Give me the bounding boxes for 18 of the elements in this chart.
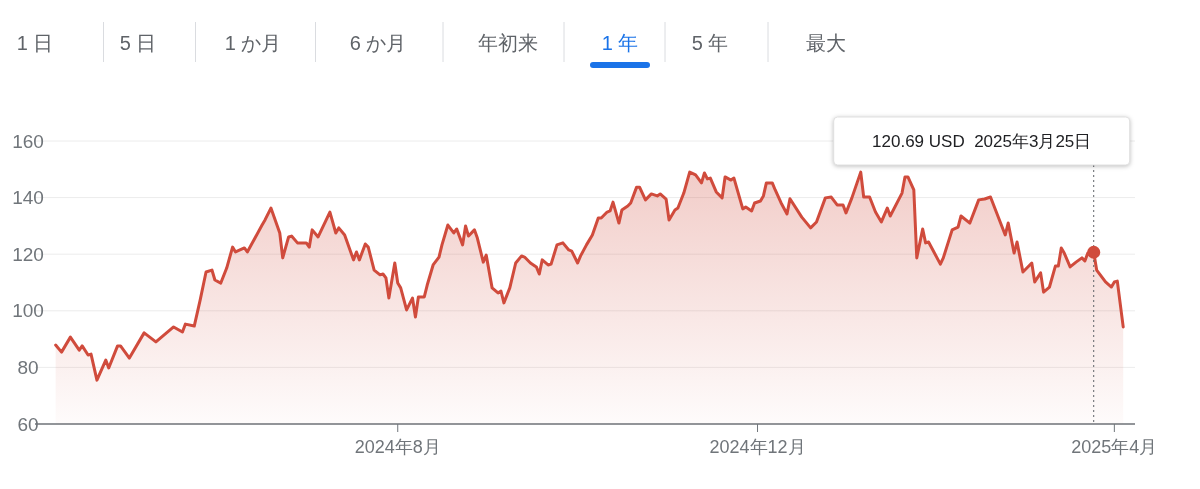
y-tick-label: 100	[12, 300, 44, 322]
x-tick-label: 2024年12月	[709, 437, 806, 457]
text: 5 日	[119, 32, 157, 54]
x-tick-label: 2024年8月	[354, 437, 441, 457]
y-tick-label: 60	[17, 413, 39, 435]
y-tick-label: 160	[12, 130, 44, 152]
y-tick-label: 80	[17, 357, 39, 379]
text: 6 か月	[349, 32, 407, 54]
y-tick-label: 120	[12, 243, 44, 265]
text: 1 か月	[224, 32, 282, 54]
x-tick-label: 2025年4月	[1071, 437, 1158, 457]
y-tick-label: 140	[12, 187, 44, 209]
text: 5 年	[691, 32, 729, 54]
text: 1 日	[16, 32, 54, 54]
text: 1 年	[601, 32, 639, 54]
annotation: 120.69 USD 2025年3月25日	[872, 131, 1092, 151]
text: 年初来	[478, 32, 538, 54]
text: 最大	[806, 32, 846, 54]
